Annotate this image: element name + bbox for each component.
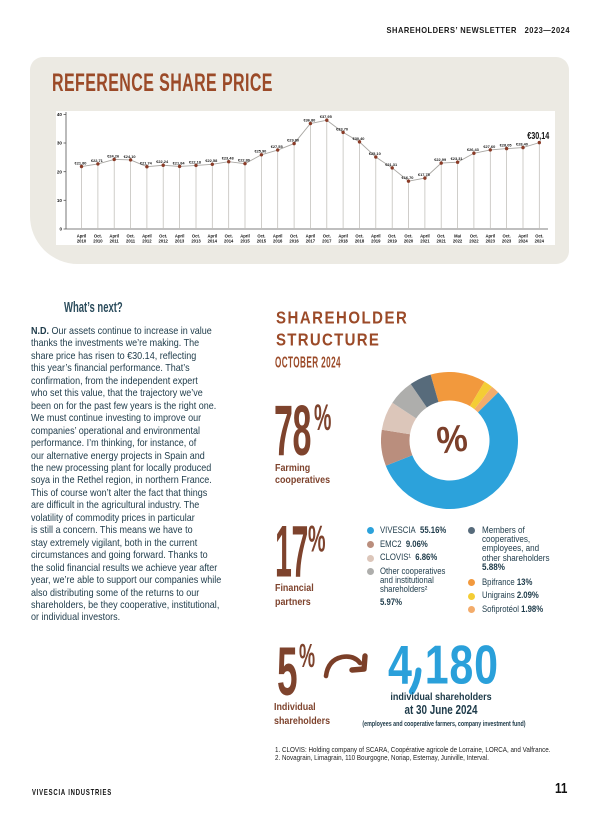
svg-text:April: April xyxy=(371,234,381,239)
svg-text:2023: 2023 xyxy=(486,239,496,244)
svg-text:€21,74: €21,74 xyxy=(140,161,153,166)
svg-text:€22,80: €22,80 xyxy=(238,158,250,163)
svg-text:2019: 2019 xyxy=(371,239,381,244)
svg-text:€28,05: €28,05 xyxy=(500,143,513,148)
svg-text:April: April xyxy=(142,234,152,239)
svg-text:Oct.: Oct. xyxy=(535,234,543,239)
svg-text:2016: 2016 xyxy=(289,239,299,244)
svg-text:€33,70: €33,70 xyxy=(336,126,348,131)
svg-text:€22,99: €22,99 xyxy=(434,157,447,162)
svg-text:2018: 2018 xyxy=(338,239,348,244)
svg-text:2011: 2011 xyxy=(110,239,120,244)
svg-text:€22,71: €22,71 xyxy=(91,158,104,163)
svg-text:€30,14: €30,14 xyxy=(527,131,549,142)
svg-text:€37,95: €37,95 xyxy=(320,114,333,119)
svg-text:10: 10 xyxy=(57,198,63,203)
svg-text:2021: 2021 xyxy=(437,239,447,244)
svg-text:Oct.: Oct. xyxy=(192,234,200,239)
svg-text:2024: 2024 xyxy=(535,239,545,244)
svg-text:Oct.: Oct. xyxy=(159,234,167,239)
svg-text:2010: 2010 xyxy=(77,239,87,244)
svg-text:€24,10: €24,10 xyxy=(124,154,136,159)
svg-text:April: April xyxy=(109,234,119,239)
svg-text:€30,40: €30,40 xyxy=(353,136,365,141)
svg-text:Oct.: Oct. xyxy=(225,234,233,239)
svg-text:€27,60: €27,60 xyxy=(483,144,495,149)
svg-text:April: April xyxy=(208,234,218,239)
svg-text:2013: 2013 xyxy=(175,239,185,244)
svg-text:€26,43: €26,43 xyxy=(467,147,480,152)
svg-text:Oct.: Oct. xyxy=(323,234,331,239)
svg-text:€21,31: €21,31 xyxy=(385,162,398,167)
svg-text:€29,80: €29,80 xyxy=(287,137,299,142)
svg-text:2017: 2017 xyxy=(306,239,316,244)
svg-text:2014: 2014 xyxy=(224,239,234,244)
svg-text:April: April xyxy=(240,234,250,239)
svg-text:2021: 2021 xyxy=(420,239,430,244)
svg-text:Oct.: Oct. xyxy=(404,234,412,239)
svg-text:April: April xyxy=(420,234,430,239)
svg-text:2023: 2023 xyxy=(502,239,512,244)
svg-text:€17,75: €17,75 xyxy=(418,172,431,177)
svg-text:2012: 2012 xyxy=(159,239,169,244)
svg-text:20: 20 xyxy=(57,169,63,174)
svg-text:Oct.: Oct. xyxy=(388,234,396,239)
svg-text:2012: 2012 xyxy=(142,239,152,244)
svg-text:April: April xyxy=(77,234,87,239)
svg-text:2017: 2017 xyxy=(322,239,332,244)
svg-text:0: 0 xyxy=(59,227,62,232)
svg-text:2018: 2018 xyxy=(355,239,365,244)
svg-text:€27,55: €27,55 xyxy=(271,144,284,149)
svg-text:Oct.: Oct. xyxy=(437,234,445,239)
svg-text:€28,40: €28,40 xyxy=(516,142,528,147)
svg-text:40: 40 xyxy=(57,112,63,117)
svg-text:€23,31: €23,31 xyxy=(451,156,464,161)
svg-text:€22,24: €22,24 xyxy=(156,159,169,164)
svg-text:€24,26: €24,26 xyxy=(107,153,120,158)
svg-text:Oct.: Oct. xyxy=(257,234,265,239)
svg-text:2024: 2024 xyxy=(518,239,528,244)
svg-text:2022: 2022 xyxy=(469,239,479,244)
svg-text:€16,70: €16,70 xyxy=(402,175,414,180)
svg-text:Mai: Mai xyxy=(454,234,461,239)
svg-text:€21,80: €21,80 xyxy=(75,160,87,165)
svg-text:2015: 2015 xyxy=(240,239,250,244)
svg-text:April: April xyxy=(338,234,348,239)
svg-text:€36,80: €36,80 xyxy=(303,117,315,122)
svg-text:2019: 2019 xyxy=(388,239,398,244)
svg-text:€23,48: €23,48 xyxy=(222,156,235,161)
svg-text:April: April xyxy=(273,234,283,239)
svg-text:Oct.: Oct. xyxy=(290,234,298,239)
svg-text:2022: 2022 xyxy=(453,239,463,244)
svg-text:2011: 2011 xyxy=(126,239,136,244)
svg-text:2020: 2020 xyxy=(404,239,414,244)
svg-text:2016: 2016 xyxy=(273,239,283,244)
svg-text:Oct.: Oct. xyxy=(94,234,102,239)
svg-text:Oct.: Oct. xyxy=(503,234,511,239)
svg-text:€22,18: €22,18 xyxy=(189,159,202,164)
svg-text:April: April xyxy=(306,234,316,239)
svg-text:Oct.: Oct. xyxy=(127,234,135,239)
svg-text:April: April xyxy=(486,234,496,239)
svg-text:€25,90: €25,90 xyxy=(254,149,266,154)
svg-text:2013: 2013 xyxy=(191,239,201,244)
svg-text:2014: 2014 xyxy=(208,239,218,244)
svg-text:2010: 2010 xyxy=(93,239,103,244)
svg-text:April: April xyxy=(175,234,185,239)
svg-text:April: April xyxy=(518,234,528,239)
svg-text:€22,58: €22,58 xyxy=(205,158,218,163)
svg-text:Oct.: Oct. xyxy=(470,234,478,239)
svg-text:30: 30 xyxy=(57,141,63,146)
svg-text:€21,84: €21,84 xyxy=(173,160,186,165)
svg-text:2015: 2015 xyxy=(257,239,267,244)
svg-text:€25,10: €25,10 xyxy=(369,151,381,156)
svg-text:Oct.: Oct. xyxy=(355,234,363,239)
